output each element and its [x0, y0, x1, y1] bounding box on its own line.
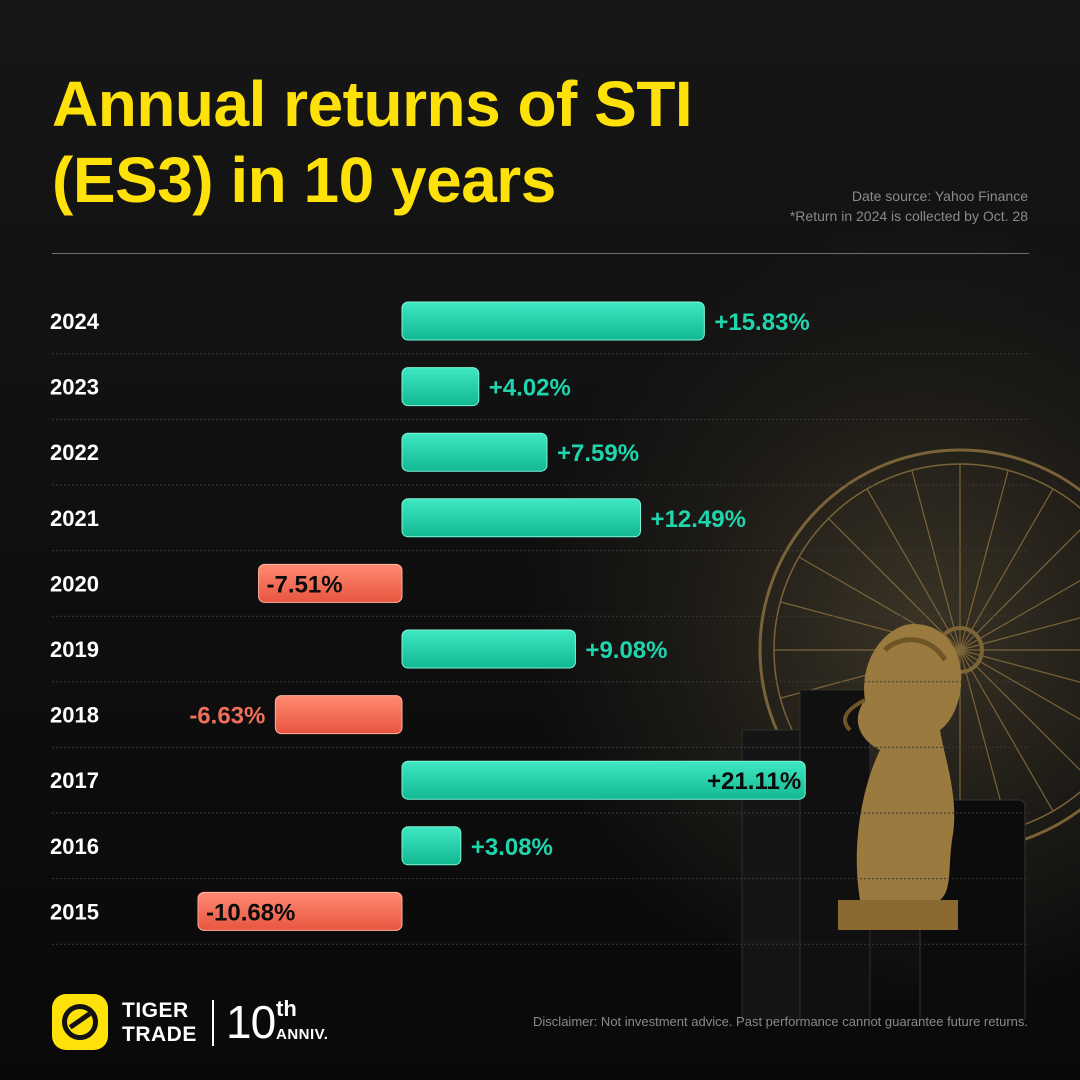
merlion-statue-icon	[838, 624, 962, 930]
brand-line-1: TIGER	[122, 999, 189, 1022]
year-label-2018: 2018	[50, 703, 99, 728]
chart-title: Annual returns of STI (ES3) in 10 years	[52, 66, 693, 218]
anniversary-label: ANNIV.	[276, 1026, 329, 1043]
value-label-2016: +3.08%	[471, 834, 553, 861]
year-label-2016: 2016	[50, 834, 99, 859]
bar-2018	[274, 695, 403, 735]
value-label-2017: +21.11%	[707, 768, 801, 795]
singapore-skyline-decoration	[741, 448, 1080, 1020]
value-label-2020: -7.51%	[267, 571, 343, 598]
tiger-trade-logo-icon	[52, 994, 108, 1050]
year-label-2022: 2022	[50, 440, 99, 465]
year-label-2021: 2021	[50, 506, 99, 531]
chart-title-line-1: Annual returns of STI	[52, 68, 693, 140]
bar-2021	[401, 498, 642, 538]
bar-2019	[401, 629, 576, 669]
year-label-2023: 2023	[50, 375, 99, 400]
header-divider	[52, 253, 1029, 254]
data-source-note: Date source: Yahoo Finance *Return in 20…	[790, 186, 1028, 226]
value-label-2019: +9.08%	[585, 637, 667, 664]
year-label-2024: 2024	[50, 309, 100, 334]
year-label-2019: 2019	[50, 637, 99, 662]
data-source-line: Date source: Yahoo Finance	[851, 188, 1028, 204]
year-label-2020: 2020	[50, 571, 99, 596]
value-label-2024: +15.83%	[714, 309, 809, 336]
bar-2020	[258, 563, 403, 603]
bar-2024	[401, 301, 705, 341]
chart-title-line-2: (ES3) in 10 years	[52, 144, 556, 216]
bar-2022	[401, 432, 548, 472]
anniversary-suffix: th	[276, 996, 297, 1021]
anniversary-badge: 10 th ANNIV.	[226, 994, 328, 1050]
disclaimer-text: Disclaimer: Not investment advice. Past …	[533, 1014, 1028, 1029]
value-label-2022: +7.59%	[557, 440, 639, 467]
bar-2017	[401, 760, 806, 800]
data-collection-note: *Return in 2024 is collected by Oct. 28	[789, 208, 1028, 224]
value-label-2023: +4.02%	[489, 375, 571, 402]
bar-2015	[197, 891, 403, 931]
value-label-2018: -6.63%	[189, 703, 265, 730]
year-label-2015: 2015	[50, 899, 99, 924]
bar-2023	[401, 367, 480, 407]
bar-2016	[401, 826, 462, 866]
brand-name: TIGER TRADE	[122, 999, 197, 1047]
value-label-2015: -10.68%	[206, 899, 295, 926]
brand-separator	[212, 1000, 214, 1046]
year-label-2017: 2017	[50, 768, 99, 793]
anniversary-number: 10	[226, 996, 276, 1048]
brand-line-2: TRADE	[122, 1023, 197, 1046]
value-label-2021: +12.49%	[651, 506, 746, 533]
